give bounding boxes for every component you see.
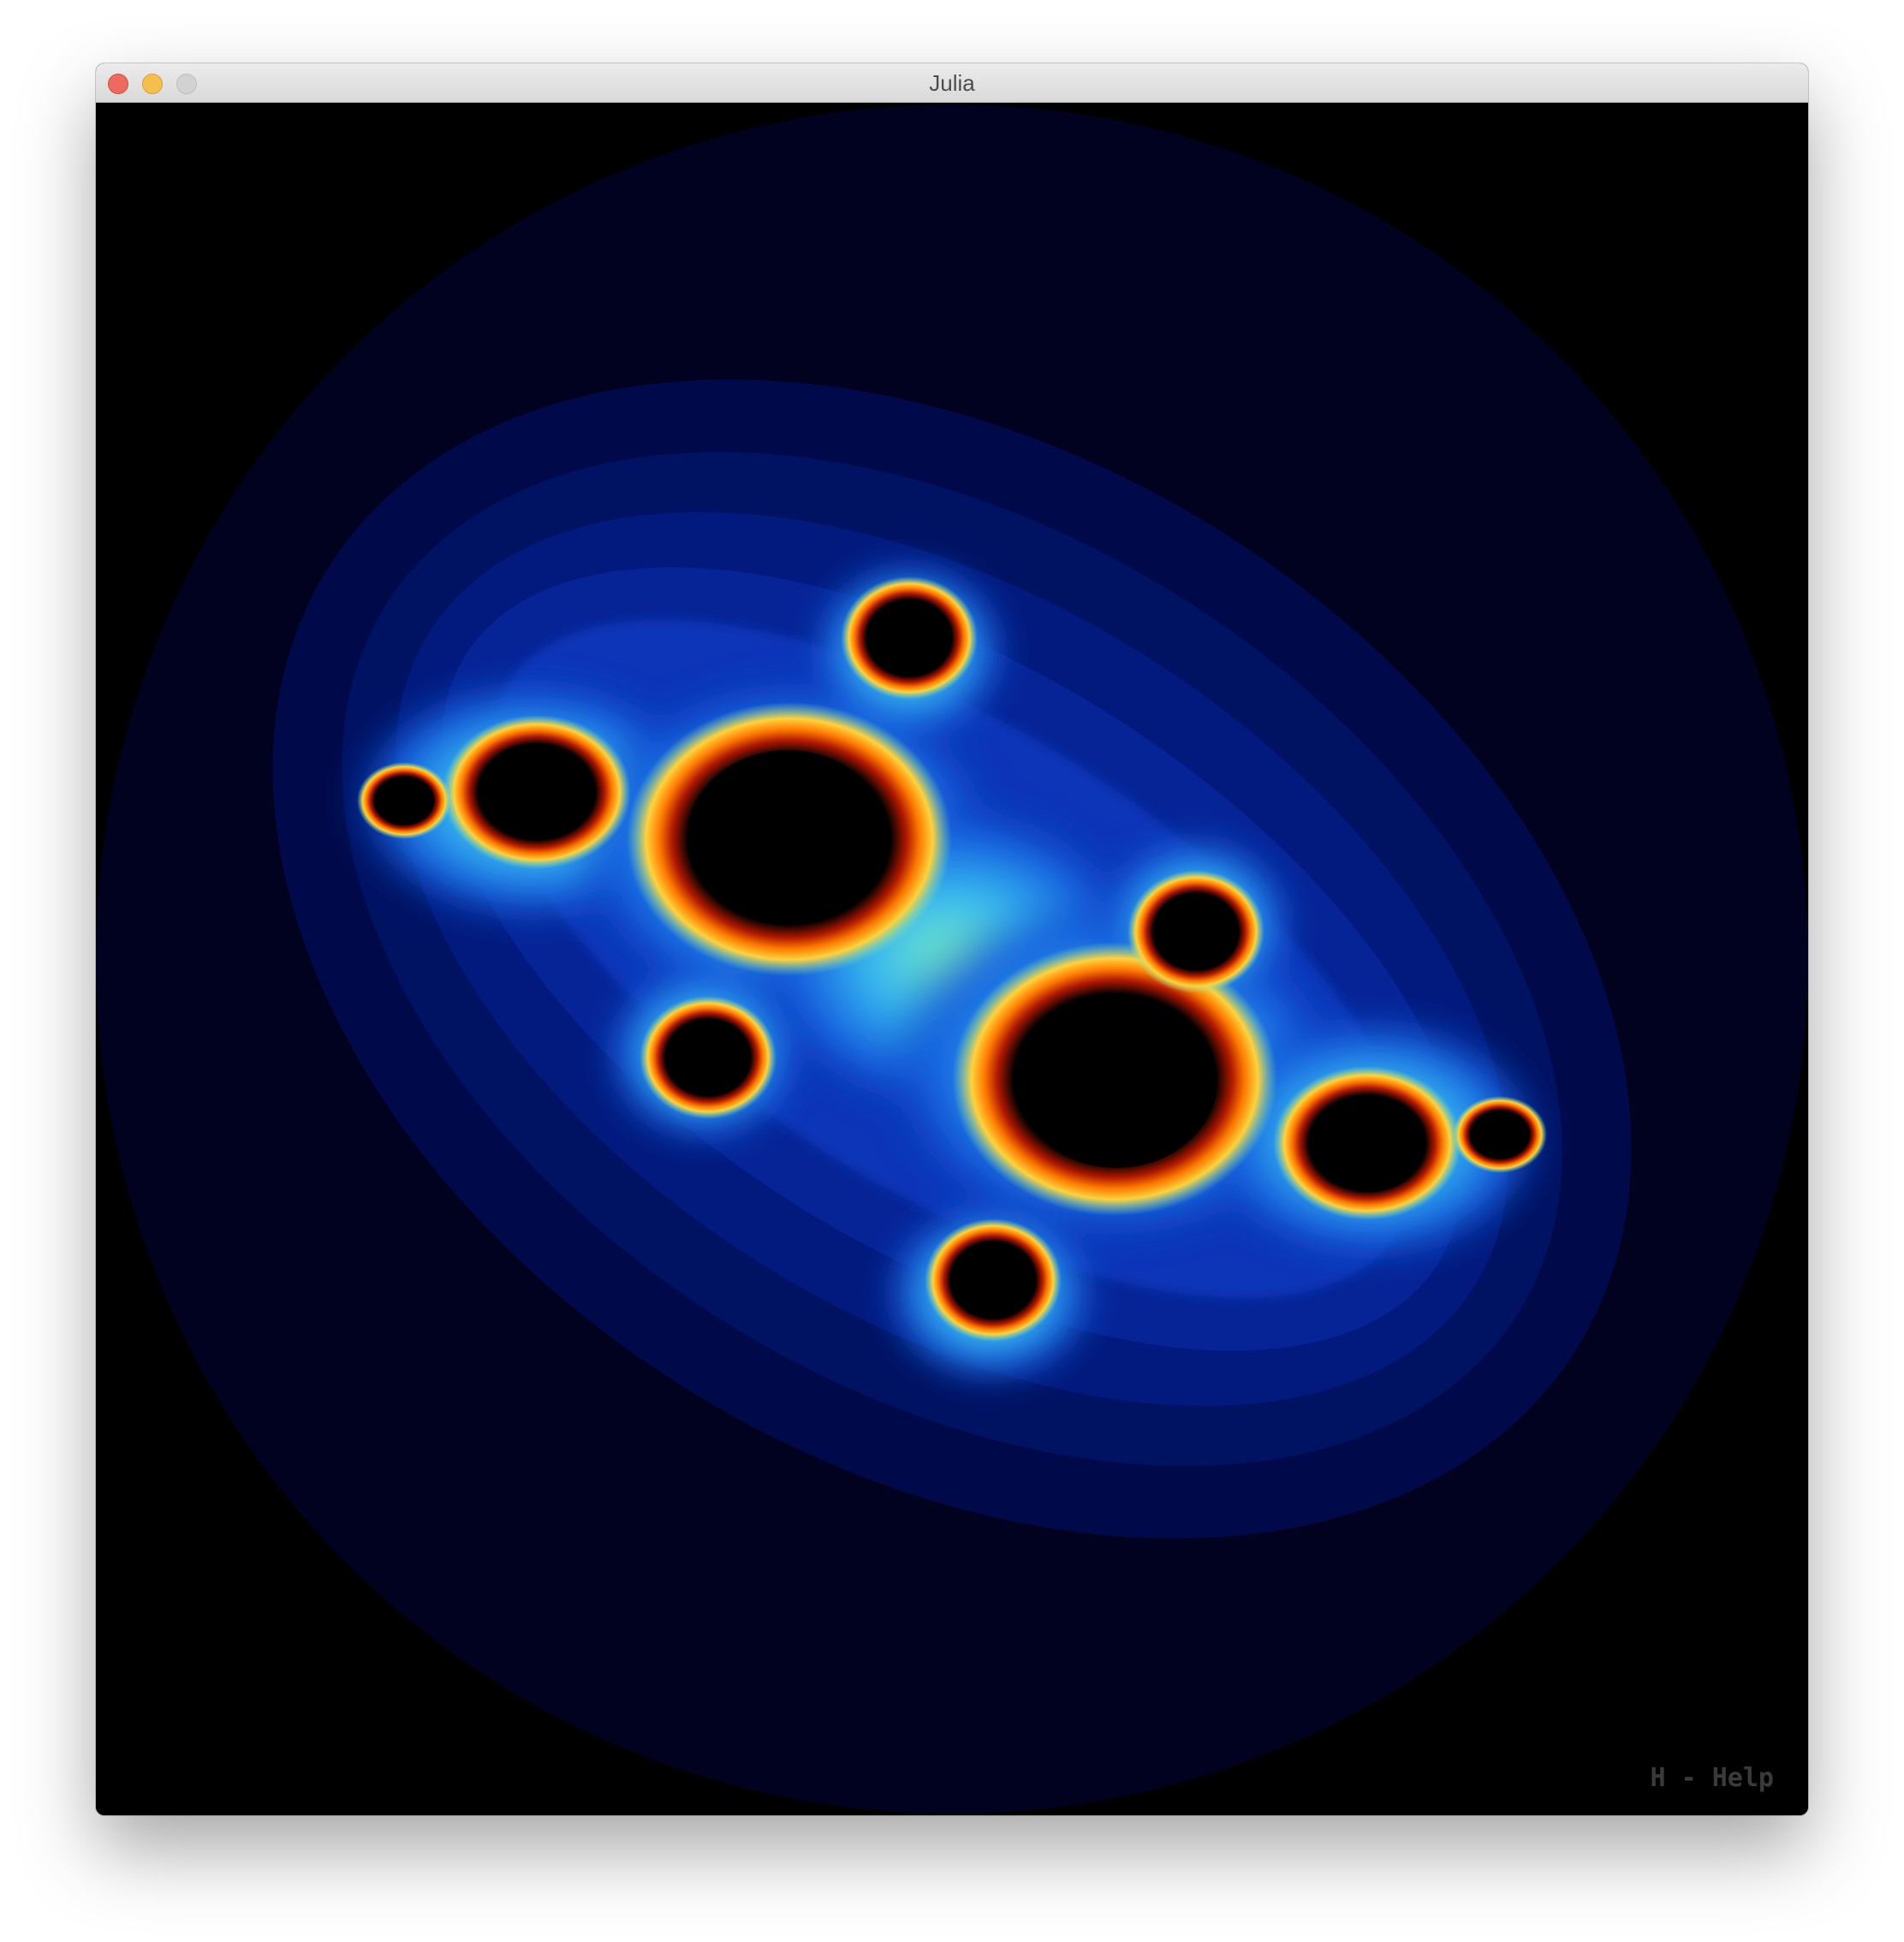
title-bar[interactable]: Julia (96, 63, 1808, 103)
help-hint: H - Help (1650, 1763, 1775, 1793)
zoom-button[interactable] (176, 74, 197, 94)
minimize-button[interactable] (142, 74, 163, 94)
julia-set (357, 576, 1547, 1342)
close-button[interactable] (108, 74, 128, 94)
fractal-canvas[interactable]: H - Help (96, 103, 1808, 1815)
app-window: Julia (96, 63, 1808, 1815)
window-title: Julia (929, 70, 975, 96)
julia-set-render (96, 104, 1808, 1814)
